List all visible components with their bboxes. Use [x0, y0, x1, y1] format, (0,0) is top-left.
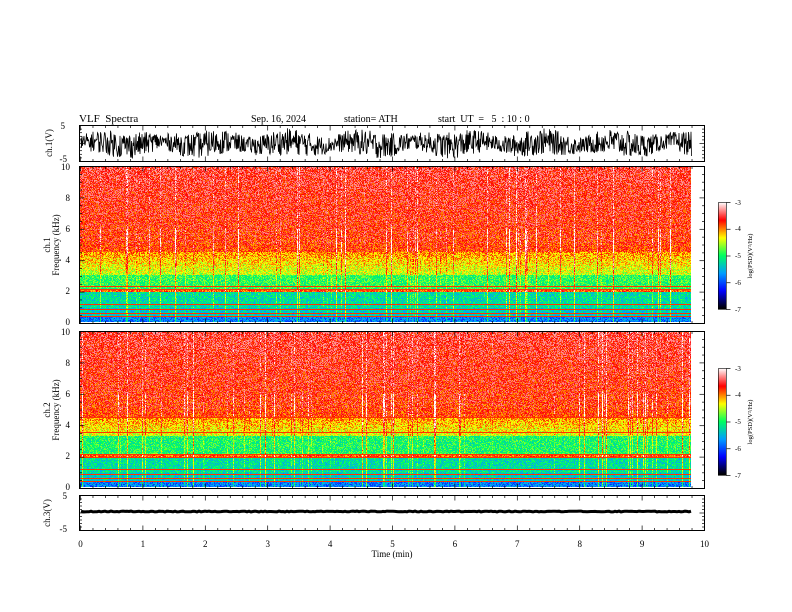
ch1-colorbar	[718, 202, 726, 309]
ch2-freq-tick-8: 8	[66, 358, 71, 368]
time-tick-label: 3	[265, 539, 270, 549]
time-tick-labels: 0 1 2 3 4 5 6 7 8 9 10	[78, 539, 709, 549]
ch2-colorbar-tick-minus4: -4	[735, 391, 741, 399]
ch2-colorbar-tick-minus7: -7	[735, 472, 741, 480]
ch1-spectrogram-image	[80, 167, 692, 322]
ch3-waveform-ylabel: ch.3(V)	[42, 499, 52, 527]
ch1-colorbar-tick-minus5: -5	[735, 252, 741, 260]
ch1-freq-tick-6: 6	[66, 224, 71, 234]
station-label: station= ATH	[344, 114, 398, 125]
time-tick-label: 8	[577, 539, 582, 549]
ch1-colorbar-tick-minus6: -6	[735, 279, 741, 287]
ch1-colorbar-tick-minus4: -4	[735, 225, 741, 233]
ch1-ytick-bottom: -5	[60, 154, 68, 164]
ch2-spectrogram-image	[80, 332, 692, 487]
ch2-colorbar-tick-minus5: -5	[735, 418, 741, 426]
ch2-frequency-axis-label: Frequency (kHz)	[51, 379, 61, 440]
ch2-freq-tick-0: 0	[66, 482, 71, 492]
ch3-ytick-top: 5	[63, 491, 68, 501]
ch1-freq-tick-8: 8	[66, 193, 71, 203]
ch2-colorbar-label: log(PSD)(V²/Hz)	[747, 400, 754, 445]
ch2-colorbar	[718, 368, 726, 475]
ch1-colorbar-label: log(PSD)(V²/Hz)	[747, 234, 754, 279]
ch1-colorbar-frame	[718, 202, 727, 310]
time-tick-label: 5	[390, 539, 395, 549]
ch1-waveform-line	[80, 128, 692, 160]
ch3-ytick-bottom: -5	[60, 524, 68, 534]
ch2-freq-tick-10: 10	[61, 327, 71, 337]
ch2-spectrogram-frame	[79, 331, 705, 489]
time-axis-label: Time (min)	[372, 549, 413, 559]
time-tick-label: 7	[515, 539, 520, 549]
ch2-freq-tick-6: 6	[66, 389, 71, 399]
ch1-colorbar-tick-minus7: -7	[735, 306, 741, 314]
ch1-freq-tick-2: 2	[66, 286, 71, 296]
ch2-spectrogram-channel-label: ch.2	[42, 402, 52, 417]
axis-ticks	[79, 125, 731, 531]
time-tick-label: 10	[700, 539, 710, 549]
date-label: Sep. 16, 2024	[251, 114, 306, 125]
time-tick-label: 1	[141, 539, 146, 549]
ch1-freq-tick-10: 10	[61, 162, 71, 172]
ch2-colorbar-tick-minus6: -6	[735, 445, 741, 453]
plot-title: VLF Spectra	[79, 113, 139, 125]
ch1-waveform-ylabel: ch.1(V)	[44, 129, 54, 157]
ch1-spectrogram-frame	[79, 166, 705, 324]
time-tick-label: 9	[640, 539, 645, 549]
time-tick-label: 6	[453, 539, 458, 549]
ch1-ytick-top: 5	[61, 121, 66, 131]
ch2-freq-tick-4: 4	[66, 420, 71, 430]
ch1-freq-tick-4: 4	[66, 255, 71, 265]
time-tick-label: 0	[78, 539, 83, 549]
time-tick-label: 2	[203, 539, 208, 549]
start-ut-label: start UT = 5 : 10 : 0	[438, 114, 530, 125]
ch2-freq-tick-2: 2	[66, 451, 71, 461]
ch1-frequency-axis-label: Frequency (kHz)	[51, 214, 61, 275]
ch3-waveform-line	[80, 509, 692, 514]
ch1-freq-tick-0: 0	[66, 317, 71, 327]
ch1-spectrogram-channel-label: ch.1	[42, 237, 52, 252]
time-tick-label: 4	[328, 539, 333, 549]
ch2-colorbar-tick-minus3: -3	[735, 365, 741, 373]
ch2-colorbar-frame	[718, 368, 727, 476]
ch1-colorbar-tick-minus3: -3	[735, 199, 741, 207]
